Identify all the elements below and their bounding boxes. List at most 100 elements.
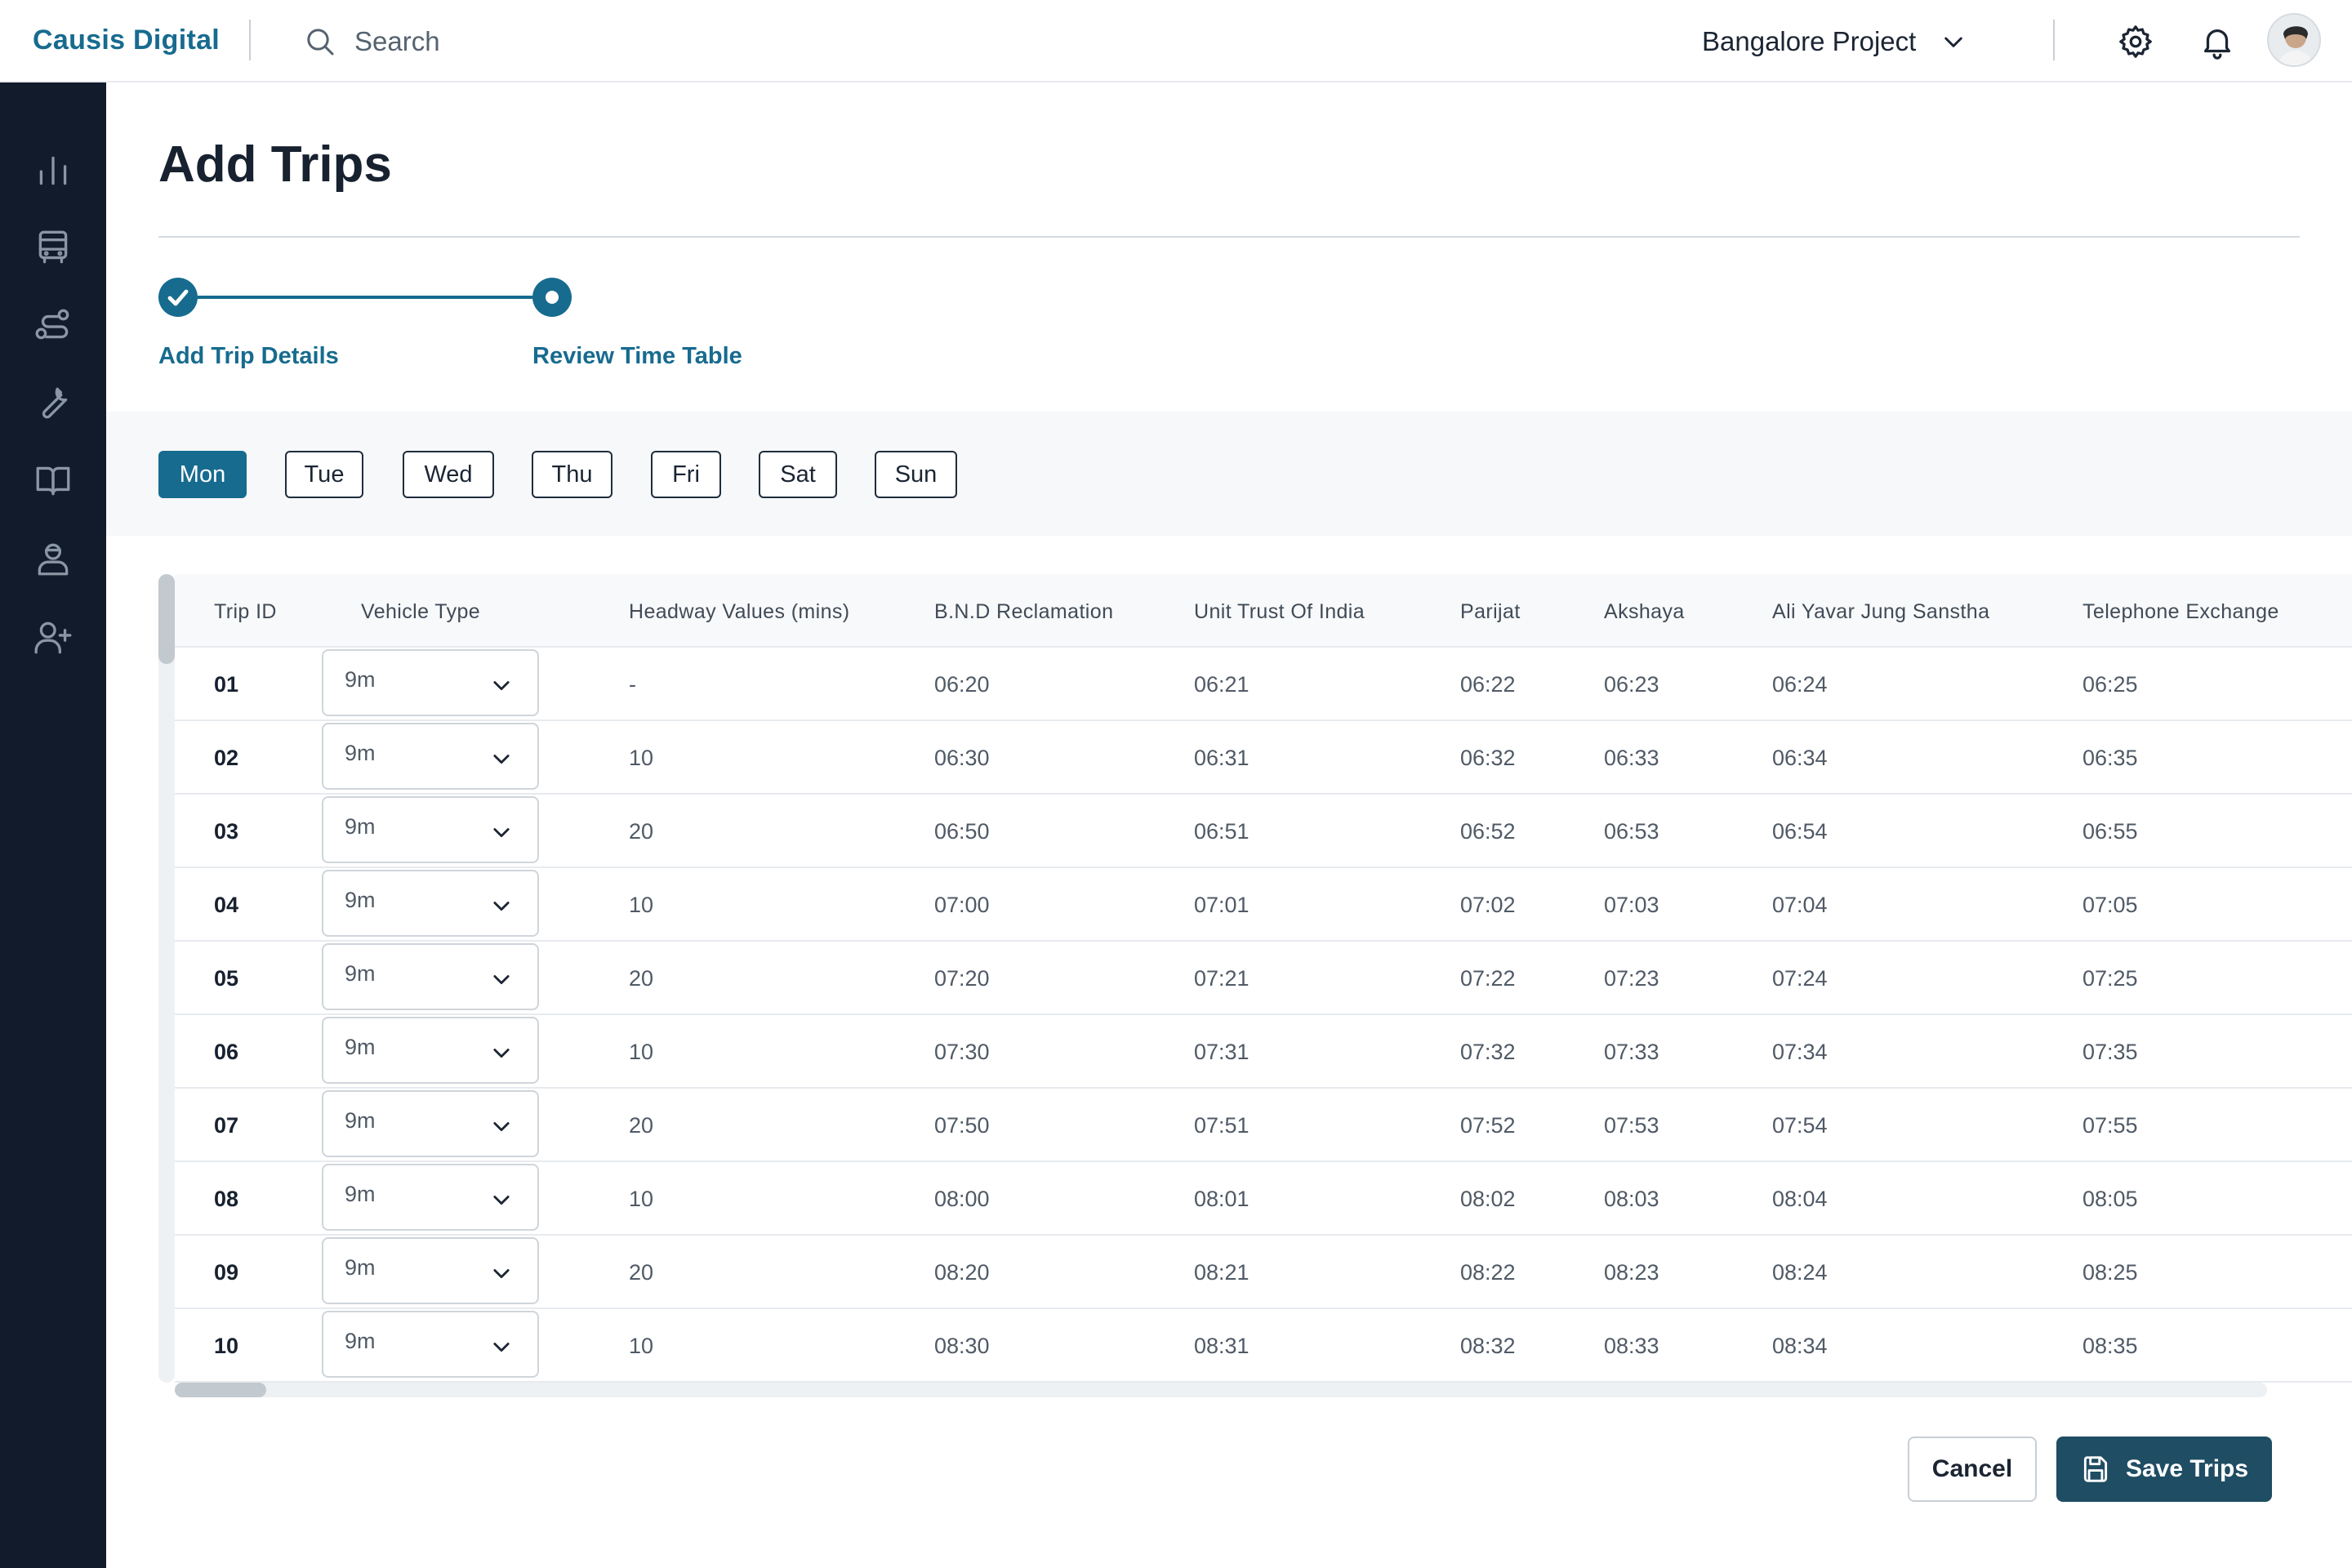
book-icon[interactable] [33,460,74,501]
brand-logo[interactable]: Causis Digital [33,24,220,56]
stop-time-cell[interactable]: 08:03 [1604,1187,1659,1211]
table-row[interactable]: 06 9m 10 07:30 07:31 07:32 07:33 07:34 07:35 [175,1015,2352,1089]
stop-time-cell[interactable]: 06:30 [934,746,990,770]
stop-time-cell[interactable]: 06:55 [2082,819,2138,844]
stop-time-cell[interactable]: 08:02 [1460,1187,1516,1211]
stop-time-cell[interactable]: 08:21 [1194,1260,1250,1285]
stop-time-cell[interactable]: 06:21 [1194,672,1250,697]
bell-icon[interactable] [2198,23,2236,60]
stop-time-cell[interactable]: 06:20 [934,672,990,697]
avatar[interactable] [2267,13,2321,67]
table-row[interactable]: 01 9m - 06:20 06:21 06:22 06:23 06:24 06:25 [175,648,2352,721]
stop-time-cell[interactable]: 07:20 [934,966,990,991]
stop-time-cell[interactable]: 06:24 [1772,672,1828,697]
stop-time-cell[interactable]: 06:32 [1460,746,1516,770]
table-row[interactable]: 07 9m 20 07:50 07:51 07:52 07:53 07:54 07:55 [175,1089,2352,1162]
route-icon[interactable] [33,305,74,345]
stop-time-cell[interactable]: 07:05 [2082,893,2138,917]
stop-time-cell[interactable]: 08:34 [1772,1334,1828,1358]
stop-time-cell[interactable]: 07:34 [1772,1040,1828,1064]
stop-time-cell[interactable]: 06:50 [934,819,990,844]
stop-time-cell[interactable]: 08:31 [1194,1334,1250,1358]
step-label-review-time-table[interactable]: Review Time Table [532,343,742,369]
stop-time-cell[interactable]: 07:51 [1194,1113,1250,1138]
stop-time-cell[interactable]: 08:30 [934,1334,990,1358]
table-row[interactable]: 09 9m 20 08:20 08:21 08:22 08:23 08:24 08:25 [175,1236,2352,1309]
stop-time-cell[interactable]: 08:23 [1604,1260,1659,1285]
column-header[interactable]: Unit Trust Of India [1194,600,1365,623]
stop-time-cell[interactable]: 06:51 [1194,819,1250,844]
table-row[interactable]: 04 9m 10 07:00 07:01 07:02 07:03 07:04 07:05 [175,868,2352,942]
driver-icon[interactable] [33,538,74,579]
table-row[interactable]: 03 9m 20 06:50 06:51 06:52 06:53 06:54 06:55 [175,795,2352,868]
stop-time-cell[interactable]: 07:25 [2082,966,2138,991]
table-row[interactable]: 08 9m 10 08:00 08:01 08:02 08:03 08:04 08:05 [175,1162,2352,1236]
stop-time-cell[interactable]: 06:52 [1460,819,1516,844]
stop-time-cell[interactable]: 07:33 [1604,1040,1659,1064]
stop-time-cell[interactable]: 08:01 [1194,1187,1250,1211]
stop-time-cell[interactable]: 07:30 [934,1040,990,1064]
column-header[interactable]: Vehicle Type [361,600,481,623]
step-current-marker[interactable] [532,278,572,317]
stop-time-cell[interactable]: 06:25 [2082,672,2138,697]
vehicle-type-select[interactable]: 9m [322,943,539,1010]
column-header[interactable]: Ali Yavar Jung Sanstha [1772,600,1990,623]
stop-time-cell[interactable]: 07:02 [1460,893,1516,917]
stop-time-cell[interactable]: 08:25 [2082,1260,2138,1285]
stop-time-cell[interactable]: 08:35 [2082,1334,2138,1358]
stop-time-cell[interactable]: 06:34 [1772,746,1828,770]
stop-time-cell[interactable]: 06:22 [1460,672,1516,697]
day-tab-thu[interactable]: Thu [532,451,612,498]
table-row[interactable]: 05 9m 20 07:20 07:21 07:22 07:23 07:24 07:25 [175,942,2352,1015]
stop-time-cell[interactable]: 06:33 [1604,746,1659,770]
horizontal-scrollbar-thumb[interactable] [175,1383,266,1397]
stop-time-cell[interactable]: 07:32 [1460,1040,1516,1064]
stop-time-cell[interactable]: 08:33 [1604,1334,1659,1358]
wrench-icon[interactable] [33,381,74,422]
stop-time-cell[interactable]: 07:54 [1772,1113,1828,1138]
stop-time-cell[interactable]: 06:31 [1194,746,1250,770]
search-box[interactable]: Search [304,21,440,62]
stop-time-cell[interactable]: 07:00 [934,893,990,917]
step-label-add-trip-details[interactable]: Add Trip Details [158,343,339,369]
column-header[interactable]: Parijat [1460,600,1521,623]
day-tab-mon[interactable]: Mon [158,451,247,498]
vehicle-type-select[interactable]: 9m [322,1311,539,1378]
day-tab-fri[interactable]: Fri [651,451,721,498]
stop-time-cell[interactable]: 08:22 [1460,1260,1516,1285]
stop-time-cell[interactable]: 07:55 [2082,1113,2138,1138]
day-tab-wed[interactable]: Wed [403,451,494,498]
stop-time-cell[interactable]: 07:03 [1604,893,1659,917]
stop-time-cell[interactable]: 08:04 [1772,1187,1828,1211]
stop-time-cell[interactable]: 08:00 [934,1187,990,1211]
stop-time-cell[interactable]: 06:35 [2082,746,2138,770]
vehicle-type-select[interactable]: 9m [322,649,539,716]
vehicle-type-select[interactable]: 9m [322,723,539,790]
column-header[interactable]: Telephone Exchange [2082,600,2279,623]
day-tab-tue[interactable]: Tue [285,451,363,498]
day-tab-sat[interactable]: Sat [759,451,837,498]
column-header[interactable]: Akshaya [1604,600,1685,623]
vehicle-type-select[interactable]: 9m [322,1237,539,1304]
stop-time-cell[interactable]: 08:20 [934,1260,990,1285]
horizontal-scrollbar-track[interactable] [175,1383,2267,1397]
stop-time-cell[interactable]: 07:31 [1194,1040,1250,1064]
stop-time-cell[interactable]: 07:53 [1604,1113,1659,1138]
stop-time-cell[interactable]: 06:53 [1604,819,1659,844]
column-header[interactable]: B.N.D Reclamation [934,600,1114,623]
bus-icon[interactable] [33,226,74,267]
settings-icon[interactable] [2117,23,2154,60]
stop-time-cell[interactable]: 07:22 [1460,966,1516,991]
stop-time-cell[interactable]: 07:35 [2082,1040,2138,1064]
add-user-icon[interactable] [33,617,74,657]
column-header[interactable]: Headway Values (mins) [629,600,850,623]
stop-time-cell[interactable]: 07:23 [1604,966,1659,991]
stop-time-cell[interactable]: 07:01 [1194,893,1250,917]
stop-time-cell[interactable]: 06:23 [1604,672,1659,697]
vehicle-type-select[interactable]: 9m [322,1090,539,1157]
stop-time-cell[interactable]: 07:50 [934,1113,990,1138]
stop-time-cell[interactable]: 07:04 [1772,893,1828,917]
vehicle-type-select[interactable]: 9m [322,1164,539,1231]
project-selector[interactable]: Bangalore Project [1702,21,1967,62]
stop-time-cell[interactable]: 07:21 [1194,966,1250,991]
